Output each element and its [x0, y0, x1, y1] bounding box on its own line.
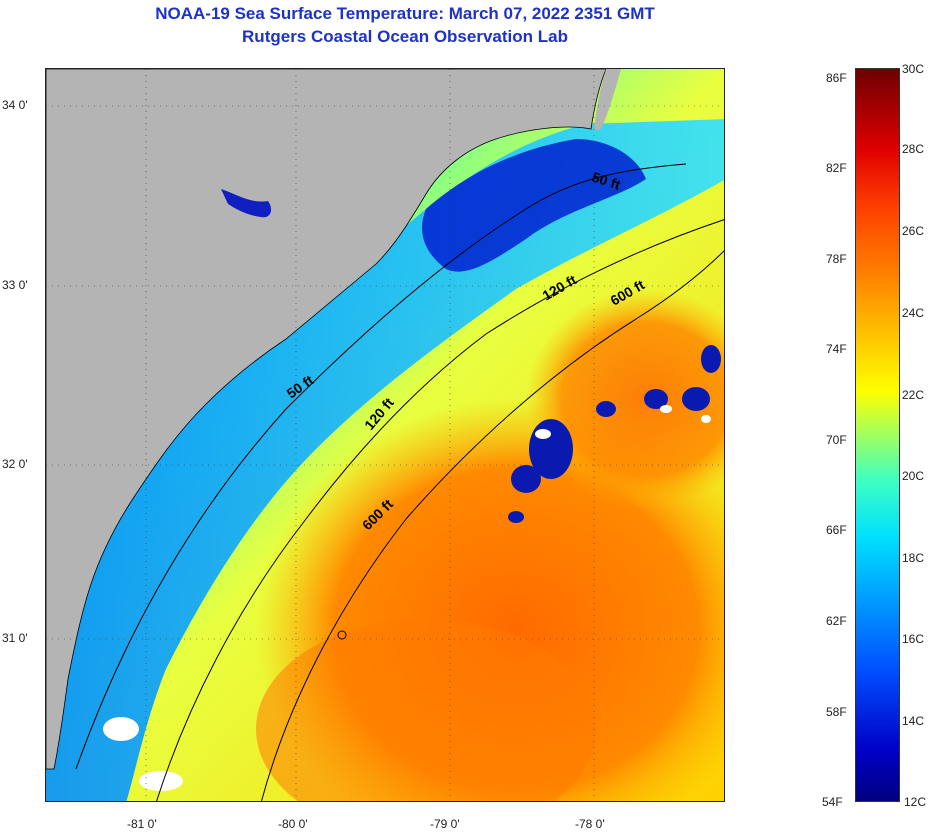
sst-map-svg: 50 ft 50 ft 120 ft 120 ft 600 ft 600 ft — [46, 69, 724, 801]
lat-label-32: 32 0' — [2, 457, 28, 471]
lat-label-33: 33 0' — [2, 278, 28, 292]
lat-label-34: 34 0' — [2, 98, 28, 112]
colorbar-f-54: 54F — [822, 795, 843, 809]
cold-eddy-patches — [508, 345, 721, 523]
colorbar-f-82: 82F — [826, 161, 847, 175]
lon-label-81: -81 0' — [127, 817, 157, 831]
map-title: NOAA-19 Sea Surface Temperature: March 0… — [155, 4, 655, 23]
map-subtitle: Rutgers Coastal Ocean Observation Lab — [242, 27, 568, 46]
contour-600ft — [261, 250, 724, 801]
colorbar-f-70: 70F — [826, 433, 847, 447]
colorbar-f-86: 86F — [826, 71, 847, 85]
warm-water-north — [526, 289, 724, 509]
lon-label-78: -78 0' — [575, 817, 605, 831]
temperature-colorbar — [855, 68, 900, 802]
lat-label-31: 31 0' — [2, 631, 28, 645]
sst-map: 50 ft 50 ft 120 ft 120 ft 600 ft 600 ft — [45, 68, 725, 802]
land-mass — [46, 69, 607, 770]
colorbar-c-28: 28C — [902, 142, 925, 156]
colorbar-f-74: 74F — [826, 342, 847, 356]
colorbar-f-78: 78F — [826, 252, 847, 266]
colorbar-c-26: 26C — [902, 224, 925, 238]
colorbar-c-12: 12C — [904, 795, 927, 809]
inland-lake — [221, 189, 272, 218]
colorbar-f-62: 62F — [826, 614, 847, 628]
colorbar-c-16: 16C — [902, 632, 925, 646]
warm-water-south — [256, 619, 596, 801]
colorbar-c-24: 24C — [902, 306, 925, 320]
land-cape — [594, 69, 621, 131]
cold-water-pocket — [422, 139, 646, 272]
colorbar-f-66: 66F — [826, 523, 847, 537]
colorbar-f-58: 58F — [826, 705, 847, 719]
lon-label-79: -79 0' — [430, 817, 460, 831]
buoy-marker — [337, 630, 347, 640]
colorbar-c-30: 30C — [902, 62, 925, 76]
colorbar-c-14: 14C — [902, 714, 925, 728]
colorbar-c-18: 18C — [902, 551, 925, 565]
colorbar-c-20: 20C — [902, 469, 925, 483]
colorbar-c-22: 22C — [902, 388, 925, 402]
graticule — [46, 69, 724, 801]
contour-50ft — [75, 163, 687, 770]
lon-label-80: -80 0' — [278, 817, 308, 831]
